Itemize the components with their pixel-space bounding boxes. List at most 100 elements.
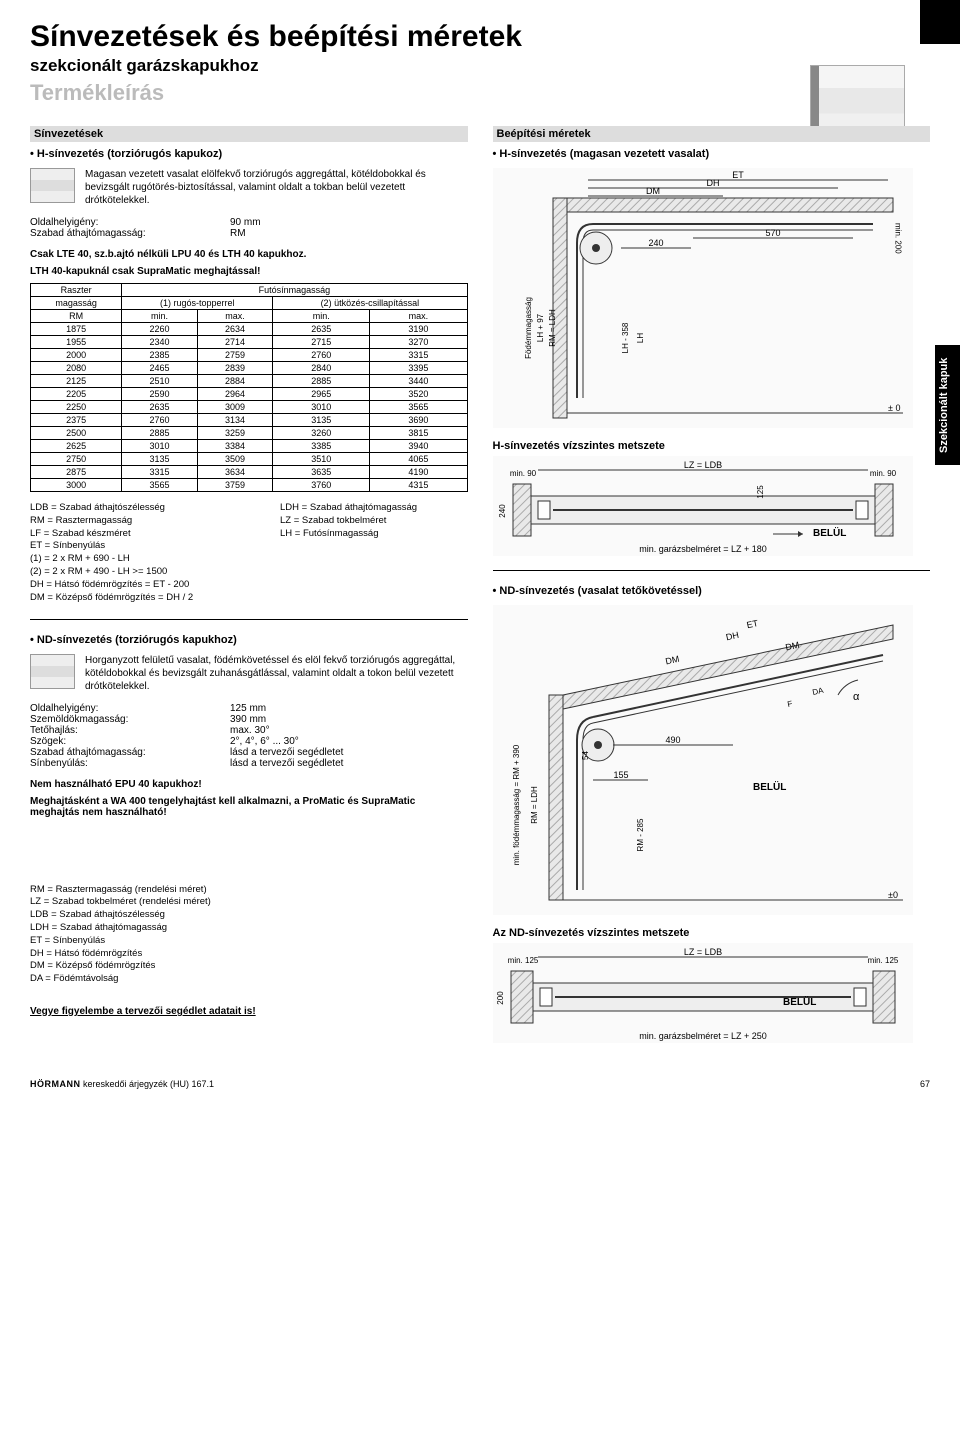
table-cell: 2760 (273, 349, 370, 362)
table-cell: 2884 (197, 375, 272, 388)
nd-track-side-diagram: ET DH DM DM α DA F min. födémmagasság = … (493, 605, 913, 915)
table-cell: 3759 (197, 479, 272, 492)
table-cell: 3010 (122, 440, 197, 453)
h-track-title: H-sínvezetés (torziórugós kapukoz) (30, 148, 468, 160)
svg-text:min. 200: min. 200 (893, 223, 902, 254)
svg-text:min. födémmagasság = RM + 390: min. födémmagasság = RM + 390 (512, 744, 521, 865)
svg-text:min. garázsbelméret = LZ + 250: min. garázsbelméret = LZ + 250 (639, 1031, 767, 1041)
table-cell: 3509 (197, 453, 272, 466)
table-cell: 3440 (370, 375, 467, 388)
legend-2: RM = Rasztermagasság (rendelési méret)LZ… (30, 884, 468, 987)
th: max. (370, 310, 467, 323)
table-cell: 3635 (273, 466, 370, 479)
table-cell: 2840 (273, 362, 370, 375)
svg-text:570: 570 (765, 228, 780, 238)
svg-text:BELÜL: BELÜL (813, 526, 846, 539)
table-cell: 2750 (31, 453, 122, 466)
table-cell: 3395 (370, 362, 467, 375)
top-black-strip (920, 0, 960, 44)
note-lte: Csak LTE 40, sz.b.ajtó nélküli LPU 40 és… (30, 249, 468, 260)
footer-text: kereskedői árjegyzék (HU) 167.1 (81, 1079, 215, 1089)
svg-text:min. 125: min. 125 (507, 956, 538, 965)
table-cell: 3315 (370, 349, 467, 362)
table-cell: 3690 (370, 414, 467, 427)
svg-text:LH: LH (636, 333, 645, 343)
svg-text:Födémmagasság: Födémmagasság (524, 297, 533, 359)
table-cell: 2759 (197, 349, 272, 362)
table-cell: 2714 (197, 336, 272, 349)
h-cross-section-diagram: min. 90 min. 90 LZ = LDB 125 240 BELÜL m… (493, 456, 913, 556)
table-cell: 3259 (197, 427, 272, 440)
spec-label: Oldalhelyigény: (30, 217, 230, 228)
table-cell: 3940 (370, 440, 467, 453)
table-cell: 4315 (370, 479, 467, 492)
final-note: Vegye figyelembe a tervezői segédlet ada… (30, 1006, 468, 1017)
svg-text:490: 490 (665, 735, 680, 745)
svg-text:α: α (853, 691, 860, 703)
svg-text:54: 54 (581, 751, 590, 760)
table-cell: 1875 (31, 323, 122, 336)
table-cell: 2250 (31, 401, 122, 414)
page-title: Sínvezetések és beépítési méretek (30, 20, 930, 54)
table-cell: 2885 (122, 427, 197, 440)
nd-note-1: Nem használható EPU 40 kapukhoz! (30, 779, 468, 790)
nd-cross-section-title: Az ND-sínvezetés vízszintes metszete (493, 927, 931, 939)
table-cell: 2080 (31, 362, 122, 375)
table-cell: 1955 (31, 336, 122, 349)
th: (1) rugós-topperrel (122, 297, 273, 310)
table-cell: 2260 (122, 323, 197, 336)
svg-text:ET: ET (745, 618, 759, 630)
th: max. (197, 310, 272, 323)
page-footer: HÖRMANN kereskedői árjegyzék (HU) 167.1 … (30, 1075, 930, 1089)
table-cell: 2385 (122, 349, 197, 362)
table-cell: 3385 (273, 440, 370, 453)
table-cell: 3190 (370, 323, 467, 336)
table-cell: 2340 (122, 336, 197, 349)
table-cell: 3134 (197, 414, 272, 427)
svg-text:RM = LDH: RM = LDH (530, 786, 539, 824)
svg-text:F: F (786, 699, 793, 709)
separator (493, 570, 931, 571)
table-cell: 3565 (370, 401, 467, 414)
svg-text:125: 125 (756, 485, 765, 499)
nd-track-title: ND-sínvezetés (torziórugós kapukhoz) (30, 634, 468, 646)
h-cross-section-title: H-sínvezetés vízszintes metszete (493, 440, 931, 452)
footer-brand: HÖRMANN (30, 1079, 81, 1089)
svg-text:min. 90: min. 90 (509, 469, 536, 478)
th: Raszter (31, 284, 122, 297)
svg-text:ET: ET (732, 170, 744, 180)
svg-text:DH: DH (706, 178, 719, 188)
table-cell: 3000 (31, 479, 122, 492)
svg-text:240: 240 (648, 238, 663, 248)
table-cell: 2510 (122, 375, 197, 388)
table-cell: 3270 (370, 336, 467, 349)
table-cell: 3135 (122, 453, 197, 466)
svg-text:LZ = LDB: LZ = LDB (683, 947, 721, 957)
table-cell: 4190 (370, 466, 467, 479)
th: RM (31, 310, 122, 323)
svg-text:min. 90: min. 90 (869, 469, 896, 478)
table-cell: 2000 (31, 349, 122, 362)
nd-cross-section-diagram: min. 125 min. 125 LZ = LDB 200 BELÜL min… (493, 943, 913, 1043)
svg-text:DH: DH (724, 630, 739, 642)
right-section-header: Beépítési méretek (493, 126, 931, 142)
svg-text:155: 155 (613, 770, 628, 780)
h-track-description: Magasan vezetett vasalat elölfekvő torzi… (85, 168, 468, 207)
svg-text:min. garázsbelméret = LZ + 180: min. garázsbelméret = LZ + 180 (639, 544, 767, 554)
nd-specs: Oldalhelyigény:125 mmSzemöldökmagasság:3… (30, 703, 468, 769)
table-cell: 2500 (31, 427, 122, 440)
svg-text:±0: ±0 (888, 890, 898, 900)
table-cell: 3815 (370, 427, 467, 440)
table-cell: 2465 (122, 362, 197, 375)
table-cell: 3384 (197, 440, 272, 453)
th: min. (122, 310, 197, 323)
table-cell: 3135 (273, 414, 370, 427)
side-tab: Szekcionált kapuk (935, 345, 960, 465)
table-cell: 3010 (273, 401, 370, 414)
h-install-title: H-sínvezetés (magasan vezetett vasalat) (493, 148, 931, 160)
table-cell: 2625 (31, 440, 122, 453)
left-section-header: Sínvezetések (30, 126, 468, 142)
svg-text:min. 125: min. 125 (867, 956, 898, 965)
table-cell: 2885 (273, 375, 370, 388)
svg-text:BELÜL: BELÜL (753, 780, 786, 793)
